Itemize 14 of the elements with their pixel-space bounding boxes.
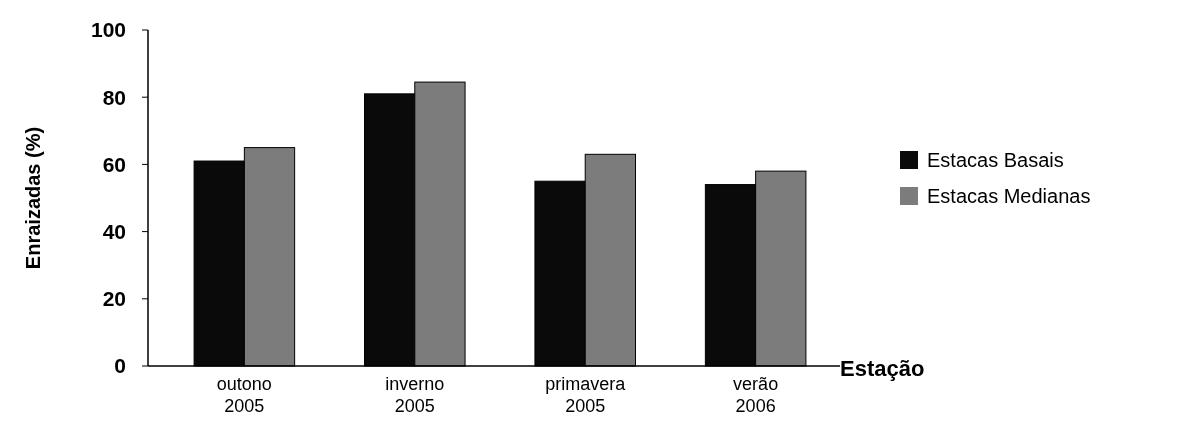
legend-label: Estacas Medianas — [927, 185, 1091, 207]
x-tick-label: primavera 2005 — [545, 374, 627, 416]
y-axis-title: Enraizadas (%) — [22, 126, 44, 270]
y-tick-label: 60 — [102, 152, 126, 176]
y-tick-label: 100 — [90, 18, 126, 42]
x-axis-title: Estação — [840, 356, 925, 381]
x-tick-label: verão 2006 — [733, 374, 779, 416]
x-tick-label: inverno 2005 — [385, 374, 445, 416]
legend-label: Estacas Basais — [927, 149, 1064, 171]
y-tick-label: 20 — [102, 287, 126, 311]
y-tick-label: 0 — [114, 354, 126, 378]
y-tick-label: 40 — [102, 219, 126, 243]
x-tick-label: outono 2005 — [216, 374, 272, 416]
y-tick-label: 80 — [102, 85, 126, 109]
